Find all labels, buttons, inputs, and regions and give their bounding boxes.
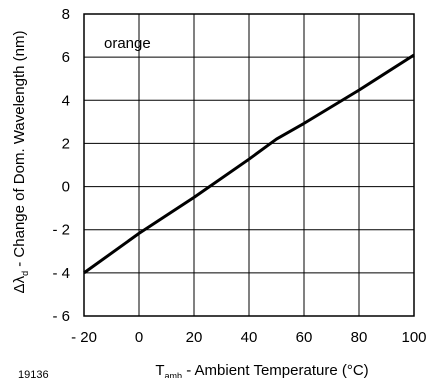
x-tick-label: 0 <box>135 329 143 346</box>
y-tick-label: 4 <box>62 92 70 109</box>
x-tick-label: 80 <box>351 329 368 346</box>
y-tick-label: 6 <box>62 49 70 66</box>
x-tick-label: 40 <box>241 329 258 346</box>
grid-lines <box>83 13 415 317</box>
y-tick-label: 8 <box>62 6 70 23</box>
y-tick-label: - 2 <box>52 222 70 239</box>
y-axis-title-rest: - Change of Dom. Wavelength (nm) <box>11 31 28 271</box>
x-axis-title-sub: amb <box>165 371 183 378</box>
x-axis-title-rest: - Ambient Temperature (°C) <box>182 362 369 378</box>
x-axis-title: Tamb - Ambient Temperature (°C) <box>155 362 368 378</box>
series-line-0 <box>83 53 415 275</box>
y-tick-label: - 4 <box>52 265 70 282</box>
y-axis-title-sub: d <box>20 271 30 276</box>
x-tick-labels: - 20 0 20 40 60 80 100 <box>71 329 426 346</box>
y-tick-label: - 6 <box>52 308 70 325</box>
x-axis-title-main: T <box>155 362 164 378</box>
x-tick-label: 20 <box>186 329 203 346</box>
series-label-orange: orange <box>104 35 151 52</box>
y-tick-labels: - 6 - 4 - 2 0 2 4 6 8 <box>52 6 70 325</box>
plot-border <box>83 13 415 317</box>
x-tick-label: 60 <box>296 329 313 346</box>
y-axis-title: Δλd - Change of Dom. Wavelength (nm) <box>11 31 30 294</box>
x-tick-label: - 20 <box>71 329 97 346</box>
y-tick-label: 0 <box>62 179 70 196</box>
series-group <box>83 53 415 275</box>
y-tick-label: 2 <box>62 135 70 152</box>
figure-id: 19136 <box>18 369 49 378</box>
plot-frame <box>83 13 415 317</box>
y-axis-title-main: Δλ <box>11 275 28 293</box>
x-tick-label: 100 <box>401 329 426 346</box>
